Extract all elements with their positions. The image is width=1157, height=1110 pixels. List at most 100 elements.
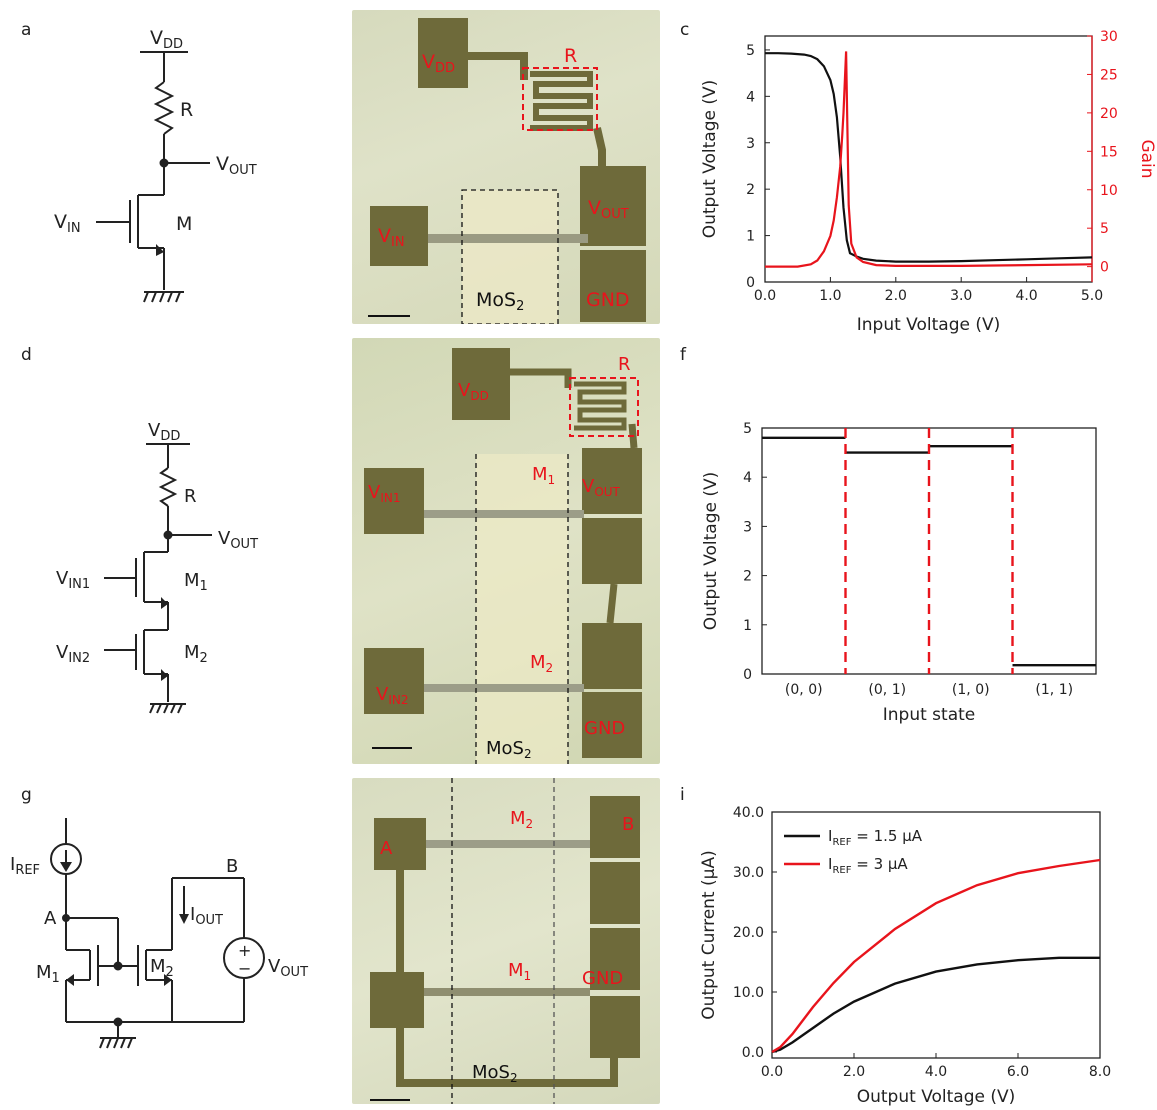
- chart-c-y2tick-label: 5: [1100, 221, 1109, 237]
- panel-letter-d: d: [21, 345, 32, 365]
- device-photo-h: A B M2 M1 GND MoS2: [352, 778, 660, 1104]
- photo-e-m2-label: M2: [530, 652, 553, 675]
- chart-c-xtick-label: 1.0: [819, 288, 841, 304]
- circuit-d-schematic: VDD R VOUT VIN1 M1 VIN2 M2: [56, 420, 258, 714]
- photo-e-vout-label: VOUT: [582, 476, 621, 499]
- photo-b-vdd-label: VDD: [422, 51, 455, 76]
- m2-label-g: M2: [150, 956, 174, 980]
- iref-label: IREF: [10, 854, 40, 878]
- chart-i-series-line-0: [771, 956, 1100, 1054]
- photo-e-vin2-label: VIN2: [376, 684, 408, 707]
- photo-h-m2-label: M2: [510, 808, 533, 831]
- chart-f-ytick-label: 2: [743, 569, 752, 585]
- panel-letter-c: c: [680, 20, 690, 40]
- chart-c-y2tick-label: 30: [1100, 29, 1118, 45]
- m1-label-g: M1: [36, 962, 60, 986]
- device-photo-e: VDD R M1 VOUT VIN1 M2 VIN2 GND MoS2: [352, 338, 660, 764]
- iout-label: IOUT: [190, 904, 223, 928]
- photo-e-r-label: R: [618, 354, 631, 375]
- photo-e-gnd-label: GND: [584, 718, 625, 739]
- chart-c-xtick-label: 5.0: [1081, 288, 1103, 304]
- resistor-label-d: R: [184, 486, 197, 507]
- chart-i-series-line-1: [771, 858, 1101, 1054]
- resistor-label: R: [180, 99, 193, 121]
- photo-b-mos2-label: MoS2: [476, 289, 524, 314]
- photo-b-r-label: R: [564, 45, 577, 67]
- transistor-label: M: [176, 213, 192, 235]
- chart-c-xtick-label: 4.0: [1015, 288, 1037, 304]
- chart-i-legend-label-0: IREF = 1.5 μA: [828, 827, 923, 848]
- photo-b-vout-label: VOUT: [588, 197, 629, 222]
- circuit-a-schematic: VDD R VOUT VIN M: [54, 27, 257, 303]
- vin1-label: VIN1: [56, 568, 90, 592]
- vdd-label: VDD: [150, 27, 183, 52]
- chart-c-ytick-label: 0: [746, 275, 755, 291]
- chart-c-xtick-label: 2.0: [885, 288, 907, 304]
- chart-f-ytick-label: 5: [743, 421, 752, 437]
- chart-c-ytick-label: 2: [746, 182, 755, 198]
- chart-i-ytick-label: 30.0: [733, 865, 764, 881]
- photo-h-mos2-label: MoS2: [472, 1062, 518, 1085]
- chart-c-series-line-0: [765, 52, 1093, 263]
- chart-c-ytick-label: 3: [746, 136, 755, 152]
- chart-i-ytick-label: 40.0: [733, 805, 764, 821]
- chart-f-logic-states: 0 1 2 3 4 5 (0, 0) (0, 1) (1, 0) (1, 1) Input stat…: [701, 421, 1097, 725]
- chart-i-legend-label-1: IREF = 3 μA: [828, 855, 908, 876]
- chart-f-ytick-label: 1: [743, 618, 752, 634]
- photo-e-mos2-label: MoS2: [486, 738, 532, 761]
- minus-sign: −: [238, 959, 251, 978]
- chart-f-xlabel: Input state: [883, 705, 976, 725]
- chart-f-category-label: (0, 1): [868, 682, 906, 698]
- photo-b-gnd-label: GND: [586, 289, 630, 311]
- chart-i-ytick-label: 10.0: [733, 985, 764, 1001]
- photo-e-vdd-label: VDD: [458, 380, 489, 403]
- chart-i-xtick-label: 6.0: [1007, 1064, 1029, 1080]
- chart-i-xtick-label: 4.0: [925, 1064, 947, 1080]
- chart-f-ytick-label: 3: [743, 519, 752, 535]
- vout-label-d: VOUT: [218, 528, 258, 552]
- chart-f-ytick-label: 4: [743, 470, 752, 486]
- panel-letter-f: f: [680, 345, 686, 365]
- photo-h-m1-label: M1: [508, 960, 531, 983]
- vin-label: VIN: [54, 211, 81, 236]
- chart-f-category-label: (0, 0): [785, 682, 823, 698]
- chart-i-xtick-label: 0.0: [761, 1064, 783, 1080]
- chart-c-xtick-label: 3.0: [950, 288, 972, 304]
- chart-c-y2label: Gain: [1137, 139, 1157, 178]
- chart-c-ylabel: Output Voltage (V): [700, 80, 720, 239]
- plus-sign: +: [238, 941, 251, 960]
- chart-f-category-label: (1, 0): [952, 682, 990, 698]
- chart-c-y2tick-label: 20: [1100, 106, 1118, 122]
- m1-label-d: M1: [184, 570, 208, 594]
- photo-h-b-label: B: [622, 814, 634, 835]
- vin2-label: VIN2: [56, 642, 90, 666]
- chart-i-ytick-label: 20.0: [733, 925, 764, 941]
- chart-c-ytick-label: 4: [746, 89, 755, 105]
- chart-i-xlabel: Output Voltage (V): [857, 1087, 1016, 1107]
- panel-letter-a: a: [21, 20, 32, 40]
- chart-c-xtick-label: 0.0: [754, 288, 776, 304]
- photo-e-m1-label: M1: [532, 464, 555, 487]
- chart-f-category-label: (1, 1): [1035, 682, 1073, 698]
- chart-f-ytick-label: 0: [743, 667, 752, 683]
- vdd-label-d: VDD: [148, 420, 180, 444]
- chart-f-ylabel: Output Voltage (V): [701, 472, 721, 631]
- photo-h-a-label: A: [380, 838, 393, 859]
- vout-label-g: VOUT: [268, 956, 308, 980]
- chart-c-y2tick-label: 25: [1100, 67, 1118, 83]
- photo-b-vin-label: VIN: [378, 225, 405, 250]
- chart-i-xtick-label: 2.0: [843, 1064, 865, 1080]
- chart-c-series-line-1: [765, 51, 1093, 268]
- circuit-g-schematic: IREF A B IOUT M1 M2 VOUT + −: [10, 818, 308, 1049]
- device-photo-b: VDD R VOUT VIN GND MoS2: [352, 10, 660, 324]
- node-a-label: A: [44, 908, 57, 929]
- chart-i-xtick-label: 8.0: [1089, 1064, 1111, 1080]
- chart-c-ytick-label: 1: [746, 229, 755, 245]
- photo-h-gnd-label: GND: [582, 968, 623, 989]
- chart-c-y2tick-label: 10: [1100, 183, 1118, 199]
- vout-label: VOUT: [216, 153, 257, 178]
- chart-c-transfer-curve: 0.0 1.0 2.0 3.0 4.0 5.0 0 1 2 3 4 5 0 5 10 15 20 25 30 Inpu…: [700, 29, 1157, 335]
- chart-c-xlabel: Input Voltage (V): [857, 315, 1001, 335]
- photo-e-vin1-label: VIN1: [368, 482, 400, 505]
